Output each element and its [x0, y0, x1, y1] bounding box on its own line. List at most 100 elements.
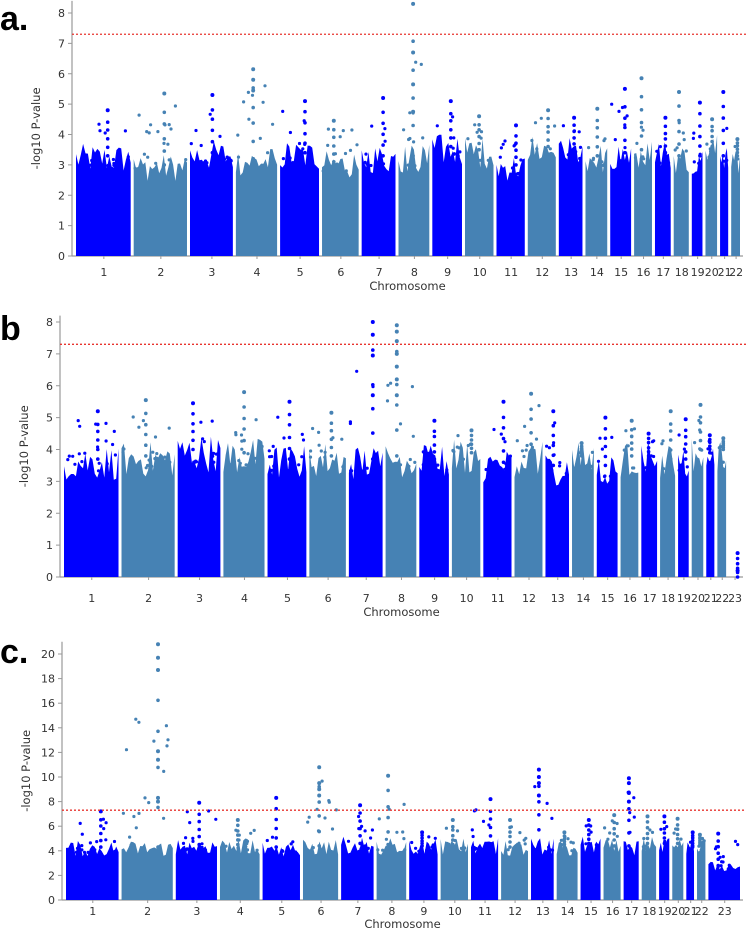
data-point: [194, 160, 198, 165]
y-tick-label: 0: [58, 250, 65, 263]
data-point: [645, 825, 650, 830]
data-point: [435, 124, 439, 128]
snp-density-band: [580, 836, 601, 900]
y-tick-label: 4: [48, 845, 55, 858]
data-point: [335, 162, 339, 166]
data-point: [96, 469, 101, 473]
data-point: [523, 424, 527, 428]
peak-point: [663, 115, 668, 120]
x-tick-label: 4: [253, 266, 260, 279]
x-tick-label: 20: [691, 592, 705, 605]
data-point: [386, 805, 390, 809]
snp-density-band: [267, 446, 307, 577]
y-tick-label: 5: [58, 98, 65, 111]
data-point: [421, 463, 425, 467]
data-point: [155, 466, 159, 470]
data-point: [395, 454, 399, 458]
data-point: [105, 128, 110, 132]
x-tick-label: 8: [388, 905, 395, 918]
data-point: [106, 163, 110, 168]
data-point: [501, 449, 506, 453]
data-point: [683, 450, 688, 454]
data-point: [381, 848, 385, 852]
data-point: [242, 438, 246, 443]
snp-density-band: [691, 439, 704, 577]
peak-point: [626, 791, 631, 795]
data-point: [480, 158, 484, 162]
data-point: [683, 442, 688, 446]
x-tick-label: 15: [614, 266, 628, 279]
data-point: [606, 848, 611, 852]
data-point: [566, 153, 570, 157]
data-point: [666, 161, 670, 165]
data-point: [658, 161, 662, 165]
data-point: [331, 466, 335, 470]
x-tick-label: 4: [241, 592, 248, 605]
data-point: [348, 148, 353, 152]
peak-point: [448, 99, 453, 104]
data-point: [152, 739, 156, 743]
data-point: [245, 841, 249, 846]
peak-point: [626, 781, 631, 786]
data-point: [716, 844, 720, 849]
data-point: [537, 847, 541, 851]
data-point: [242, 100, 246, 104]
data-point: [162, 137, 167, 141]
data-point: [587, 828, 591, 832]
data-point: [156, 845, 160, 849]
data-point: [663, 150, 668, 155]
snp-density-band: [322, 151, 359, 256]
peak-point: [394, 323, 399, 328]
data-point: [112, 429, 116, 433]
snp-density-band: [432, 134, 462, 256]
peak-point: [508, 818, 512, 822]
data-point: [501, 436, 506, 441]
data-point: [419, 62, 423, 66]
data-point: [553, 421, 557, 425]
peak-point: [690, 830, 695, 835]
data-point: [150, 464, 154, 468]
data-point: [386, 788, 390, 793]
x-tick-label: 2: [157, 266, 164, 279]
snp-density-band: [623, 841, 639, 900]
data-point: [341, 465, 345, 469]
data-point: [330, 827, 335, 831]
data-point: [562, 842, 567, 847]
data-point: [693, 441, 697, 445]
x-tick-label: 19: [691, 266, 705, 279]
data-point: [105, 462, 109, 466]
data-point: [346, 839, 351, 843]
chromosome-8: 8: [385, 323, 417, 605]
snp-density-band: [731, 151, 740, 256]
data-point: [534, 437, 539, 441]
data-point: [281, 109, 285, 113]
data-point: [456, 434, 460, 438]
data-point: [184, 836, 188, 840]
data-point: [411, 39, 415, 43]
data-point: [274, 836, 279, 840]
data-point: [677, 433, 681, 437]
data-point: [144, 432, 148, 437]
x-tick-label: 1: [88, 592, 95, 605]
data-point: [506, 848, 510, 852]
chromosome-11: 11: [483, 399, 512, 605]
data-point: [579, 444, 584, 449]
chromosome-9: 9: [419, 418, 449, 605]
snp-density-band: [177, 436, 221, 577]
data-point: [735, 556, 740, 561]
snp-density-band: [610, 146, 632, 256]
data-point: [591, 156, 596, 160]
peak-point: [242, 390, 247, 395]
chromosome-2: 2: [133, 91, 188, 279]
data-point: [332, 152, 336, 156]
data-point: [386, 848, 390, 852]
chromosome-18: 18: [641, 814, 656, 918]
data-point: [98, 129, 102, 133]
data-point: [242, 416, 246, 421]
data-point: [265, 838, 269, 843]
x-tick-label: 3: [193, 905, 200, 918]
data-point: [122, 447, 126, 451]
peak-point: [235, 818, 240, 822]
data-point: [297, 463, 301, 467]
